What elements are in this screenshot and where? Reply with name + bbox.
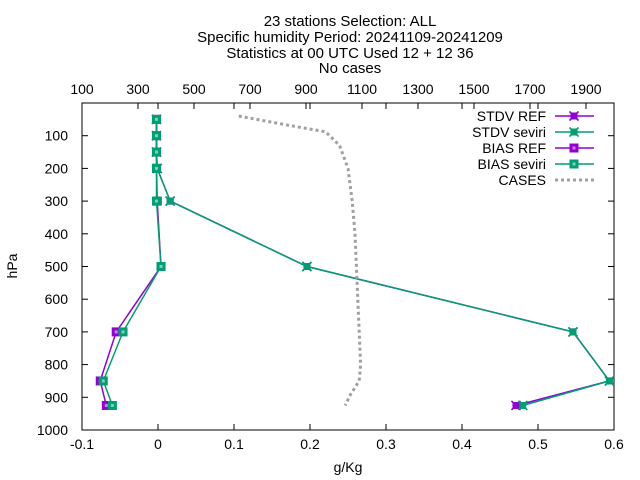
data-point-center [104, 403, 108, 407]
legend-label: STDV REF [477, 108, 546, 124]
series-line [99, 119, 162, 406]
data-point-center [110, 403, 114, 407]
legend-label: BIAS seviri [478, 156, 546, 172]
x2-tick-label: 100 [70, 81, 94, 97]
data-point-cross [567, 326, 579, 337]
x2-tick-label: 1700 [514, 81, 545, 97]
data-point-center [154, 166, 158, 170]
chart-title-line-4: No cases [319, 60, 382, 77]
legend-label: STDV seviri [472, 124, 546, 140]
y-tick-label: 900 [45, 389, 69, 405]
x-tick-label: -0.1 [70, 436, 94, 452]
y-tick-label: 200 [45, 160, 69, 176]
x2-tick-label: 1500 [458, 81, 489, 97]
data-point-center [114, 330, 118, 334]
y-tick-label: 500 [45, 259, 69, 275]
data-point-center [154, 199, 158, 203]
data-point-cross [165, 196, 176, 207]
x2-axis: 100 300 500 700 900 1100 1300 1500 1700 1900 [70, 81, 602, 109]
series-line [238, 114, 363, 407]
y-tick-label: 300 [45, 193, 69, 209]
x-axis-label: g/Kg [334, 459, 363, 475]
series-bias-seviri [98, 114, 166, 410]
x2-tick-label: 1100 [347, 81, 377, 97]
x-tick-label: 0.3 [376, 436, 396, 452]
x2-tick-label: 700 [238, 81, 262, 97]
x2-tick-label: 900 [294, 81, 318, 97]
y-tick-label: 700 [45, 324, 69, 340]
x2-tick-label: 1900 [570, 81, 601, 97]
data-point-center [154, 134, 158, 138]
y-axis-label: hPa [4, 253, 20, 278]
legend-label: CASES [499, 172, 546, 188]
data-point-center [154, 117, 158, 121]
data-point-cross [568, 110, 580, 122]
x-tick-label: 0.6 [604, 436, 624, 452]
x-tick-label: 0.1 [224, 436, 244, 452]
series-layer [95, 114, 615, 411]
data-point-center [154, 150, 158, 154]
data-point-center [159, 265, 163, 268]
data-point-cross [301, 261, 313, 272]
x2-tick-label: 1300 [402, 81, 433, 97]
y-tick-label: 800 [45, 357, 69, 373]
y-tick-label: 100 [45, 128, 69, 144]
data-point-cross [568, 126, 580, 138]
y-tick-label: 1000 [37, 422, 68, 438]
x-tick-label: 0 [154, 436, 162, 452]
data-point-center [101, 379, 105, 383]
data-point-center [121, 330, 125, 334]
data-point-center [572, 162, 576, 166]
chart-title-line-1: 23 stations Selection: ALL [264, 13, 437, 30]
x-tick-label: 0.4 [452, 436, 472, 452]
x-tick-label: 0.2 [300, 436, 320, 452]
chart-title-line-2: Specific humidity Period: 20241109-20241… [197, 29, 503, 46]
x-axis: -0.1 0 0.1 0.2 0.3 0.4 0.5 0.6 [70, 103, 624, 452]
chart-title-line-3: Statistics at 00 UTC Used 12 + 12 36 [226, 45, 473, 62]
x2-tick-label: 500 [182, 81, 206, 97]
series-line [102, 119, 162, 406]
series-cases [238, 114, 363, 407]
series-bias-ref [95, 114, 166, 410]
legend-label: BIAS REF [482, 140, 546, 156]
data-point-cross [604, 375, 615, 387]
x-tick-label: 0.5 [528, 436, 548, 452]
x2-tick-label: 300 [126, 81, 150, 97]
data-point-cross [517, 400, 528, 411]
y-tick-label: 600 [45, 291, 69, 307]
y-axis: 100 200 300 400 500 600 700 800 900 1000 [37, 128, 614, 438]
data-point-center [572, 146, 576, 150]
y-tick-label: 400 [45, 226, 69, 242]
